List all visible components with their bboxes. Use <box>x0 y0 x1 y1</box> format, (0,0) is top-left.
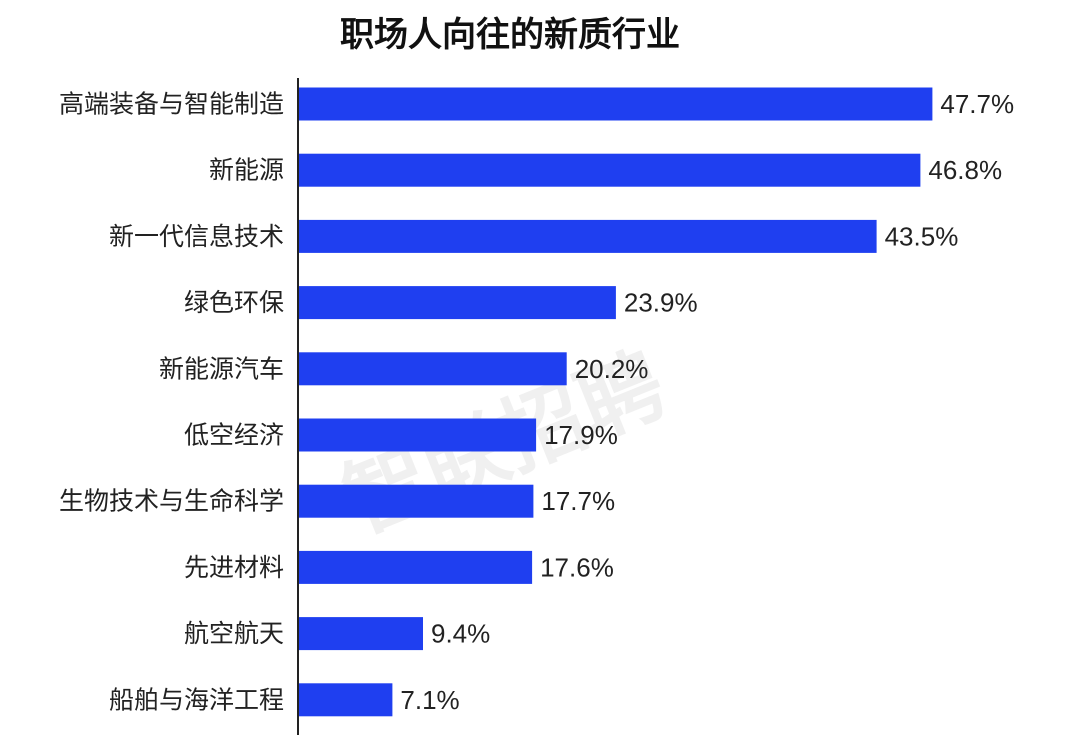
bar-3 <box>298 219 877 253</box>
category-label-10: 船舶与海洋工程 <box>109 685 284 714</box>
bar-10 <box>298 683 393 717</box>
bar-9 <box>298 617 423 651</box>
value-label-4: 23.9% <box>624 288 698 318</box>
value-label-7: 17.7% <box>541 486 615 516</box>
chart-title: 职场人向往的新质行业 <box>340 15 680 55</box>
category-label-4: 绿色环保 <box>184 288 284 317</box>
category-label-1: 高端装备与智能制造 <box>59 90 284 119</box>
category-label-6: 低空经济 <box>184 421 284 450</box>
value-label-6: 17.9% <box>544 420 618 450</box>
bar-4 <box>298 286 616 320</box>
bar-1 <box>298 87 933 121</box>
category-label-5: 新能源汽车 <box>159 354 284 383</box>
value-label-3: 43.5% <box>885 221 959 251</box>
bar-8 <box>298 550 533 584</box>
value-label-1: 47.7% <box>940 89 1014 119</box>
bars-group: 高端装备与智能制造 47.7% 新能源 46.8% 新一代信息技术 43.5% 绿色环保 23… <box>59 87 1014 717</box>
bar-7 <box>298 484 534 518</box>
value-label-10: 7.1% <box>400 685 459 715</box>
category-label-2: 新能源 <box>209 156 284 185</box>
value-label-2: 46.8% <box>928 155 1002 185</box>
value-label-8: 17.6% <box>540 552 614 582</box>
value-label-5: 20.2% <box>575 354 649 384</box>
bar-6 <box>298 418 537 452</box>
category-label-8: 先进材料 <box>184 553 284 582</box>
category-label-9: 航空航天 <box>184 619 284 648</box>
category-label-3: 新一代信息技术 <box>109 222 284 251</box>
category-label-7: 生物技术与生命科学 <box>59 487 284 516</box>
bar-2 <box>298 153 921 187</box>
bar-5 <box>298 352 567 386</box>
value-label-9: 9.4% <box>431 619 490 649</box>
